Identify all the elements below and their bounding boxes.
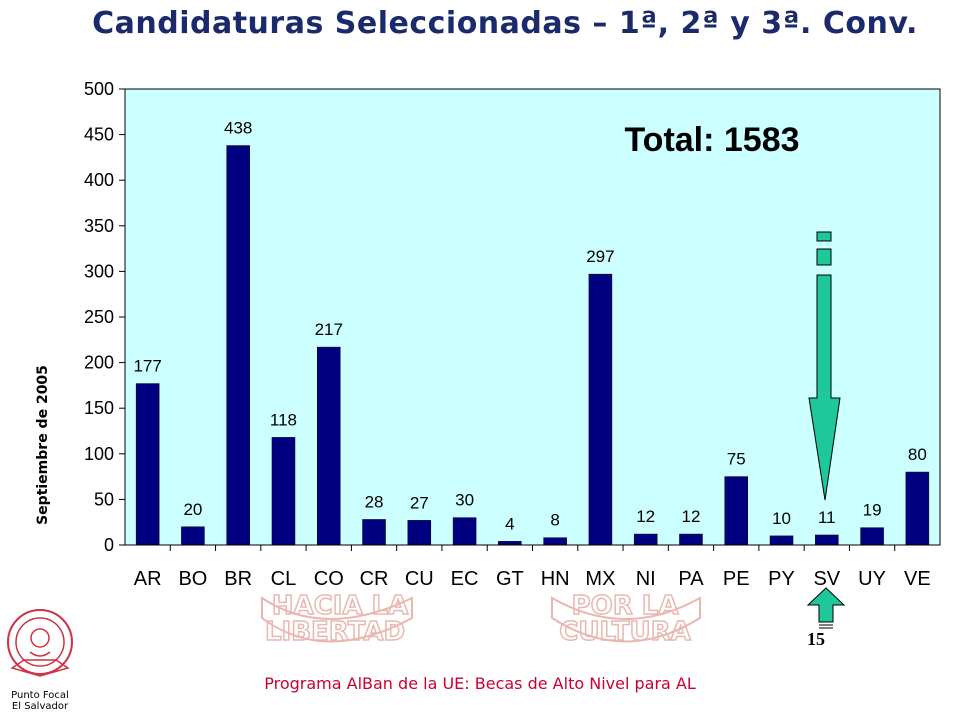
x-tick-label-hn: HN — [541, 568, 570, 590]
x-tick-label-ec: EC — [451, 568, 479, 590]
x-tick-label-ar: AR — [134, 568, 162, 590]
data-label-uy: 19 — [863, 501, 882, 520]
data-label-hn: 8 — [550, 511, 559, 530]
data-label-pe: 75 — [727, 450, 746, 469]
x-tick-label-ni: NI — [636, 568, 656, 590]
bar-hn — [543, 537, 567, 546]
bar-pa — [679, 533, 703, 546]
y-tick-label: 300 — [84, 261, 114, 281]
data-label-ve: 80 — [908, 445, 927, 464]
sv-marker-label: 15 — [807, 629, 825, 649]
data-label-pa: 12 — [682, 507, 701, 526]
x-tick-label-sv: SV — [813, 568, 840, 590]
x-tick-label-py: PY — [768, 568, 795, 590]
up-arrow-icon — [806, 587, 846, 629]
page-title: Candidaturas Seleccionadas – 1ª, 2ª y 3ª… — [92, 6, 918, 41]
logo-caption-line1: Punto Focal — [11, 690, 69, 701]
bar-ec — [452, 517, 477, 546]
y-tick-label: 500 — [84, 79, 114, 99]
bars — [135, 145, 930, 546]
bar-uy — [860, 527, 884, 546]
y-tick-label: 200 — [84, 353, 114, 373]
y-tick-label: 400 — [84, 170, 114, 190]
bar-bo — [181, 526, 205, 546]
y-tick-label: 150 — [84, 398, 114, 418]
data-label-cu: 27 — [410, 493, 429, 512]
y-tick-label: 0 — [104, 535, 114, 555]
bar-ar — [135, 383, 160, 546]
data-label-co: 217 — [315, 320, 343, 339]
watermark: HACIA LA LIBERTAD POR LA CULTURA — [261, 590, 701, 648]
x-tick-label-gt: GT — [496, 568, 524, 590]
bar-cl — [271, 437, 296, 546]
x-tick-label-pe: PE — [723, 568, 750, 590]
y-tick-label: 350 — [84, 216, 114, 236]
bar-pe — [724, 476, 748, 546]
down-arrow-icon — [808, 231, 841, 501]
x-tick-label-co: CO — [314, 568, 344, 590]
watermark-right-line2: CULTURA — [559, 617, 690, 647]
plot-area — [124, 88, 941, 546]
x-tick-label-br: BR — [224, 568, 252, 590]
data-label-ni: 12 — [636, 507, 655, 526]
bar-co — [317, 346, 341, 546]
x-tick-label-ve: VE — [904, 568, 931, 590]
y-tick-label: 250 — [84, 307, 114, 327]
data-label-cl: 118 — [270, 410, 297, 429]
bar-cr — [362, 519, 386, 546]
y-axis: 0 50 100 150 200 250 300 350 400 450 500 — [84, 79, 126, 555]
data-labels: 177 20 438 118 217 28 27 30 4 8 297 12 12 75 10 11 19 80 — [133, 119, 926, 534]
x-tick-label-uy: UY — [858, 568, 886, 590]
y-tick-label: 450 — [84, 125, 114, 145]
y-tick-label: 100 — [84, 444, 114, 464]
data-label-sv: 11 — [818, 508, 836, 527]
data-label-ec: 30 — [455, 491, 474, 510]
x-tick-label-mx: MX — [585, 568, 615, 590]
watermark-left-line2: LIBERTAD — [265, 617, 405, 647]
bar-gt — [498, 541, 522, 546]
y-axis-label: Septiembre de 2005 — [35, 365, 51, 525]
x-tick-label-pa: PA — [678, 568, 704, 590]
watermark-right-line1: POR LA — [572, 591, 679, 621]
bar-ni — [633, 533, 658, 546]
bar-mx — [588, 273, 613, 546]
bar-py — [769, 535, 794, 546]
x-axis: AR BO BR CL CO CR CU EC GT HN MX NI PA PE PY SV UY VE — [125, 544, 940, 590]
x-tick-label-cu: CU — [405, 568, 434, 590]
watermark-left-line1: HACIA LA — [272, 591, 409, 621]
data-label-gt: 4 — [505, 514, 514, 533]
bar-ve — [905, 471, 930, 546]
data-label-cr: 28 — [365, 492, 384, 511]
bar-sv — [815, 534, 839, 546]
data-label-mx: 297 — [586, 247, 614, 266]
data-label-bo: 20 — [183, 500, 202, 519]
logo-caption-line2: El Salvador — [11, 701, 69, 712]
x-tick-label-cl: CL — [271, 568, 297, 590]
data-label-ar: 177 — [133, 357, 161, 376]
y-tick-label: 50 — [94, 489, 114, 509]
x-tick-label-bo: BO — [178, 568, 207, 590]
x-tick-label-cr: CR — [360, 568, 389, 590]
university-seal-icon — [7, 609, 73, 677]
footer-text: Programa AlBan de la UE: Becas de Alto N… — [264, 674, 696, 693]
data-label-py: 10 — [772, 509, 791, 528]
total-label: Total: 1583 — [624, 121, 799, 159]
bar-br — [226, 145, 250, 546]
data-label-br: 438 — [224, 119, 252, 138]
bar-cu — [407, 520, 432, 546]
